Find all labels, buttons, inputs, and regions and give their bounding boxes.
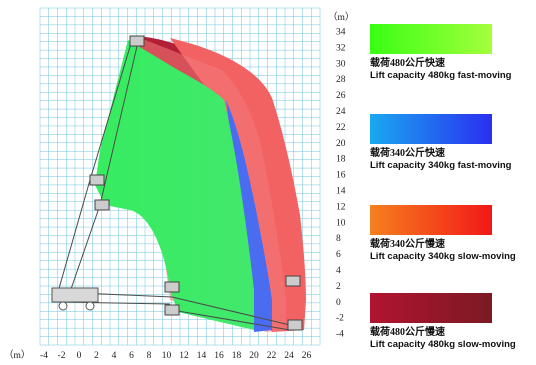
legend-swatch: [370, 205, 492, 235]
y-tick-label: 12: [336, 202, 346, 212]
y-tick-label: -2: [336, 314, 344, 324]
legend-label-en: Lift capacity 480kg fast-moving: [370, 70, 530, 82]
y-tick-label: -4: [336, 330, 344, 340]
x-axis-ticks: -4 -2 0 2 4 6 8 10 12 14 16 18 20 22 24 26: [40, 351, 311, 361]
x-tick-label: 20: [249, 351, 259, 361]
x-tick-label: 0: [77, 351, 82, 361]
y-tick-label: 16: [336, 171, 346, 181]
legend-label-cn: 载荷340公斤慢速: [370, 239, 530, 251]
legend-label-cn: 载荷480公斤快速: [370, 58, 530, 70]
y-tick-label: 6: [336, 250, 341, 260]
legend-item: 载荷480公斤慢速 Lift capacity 480kg slow-moving: [370, 293, 530, 351]
y-tick-label: 26: [336, 91, 346, 101]
y-tick-label: 2: [336, 282, 341, 292]
legend-item: 载荷480公斤快速 Lift capacity 480kg fast-moving: [370, 24, 530, 82]
x-tick-label: -4: [40, 351, 48, 361]
y-tick-label: 22: [336, 123, 346, 133]
x-tick-label: 26: [302, 351, 312, 361]
y-tick-label: 30: [336, 59, 346, 69]
y-tick-label: 0: [336, 298, 341, 308]
y-tick-label: 8: [336, 234, 341, 244]
legend-item: 载荷340公斤快速 Lift capacity 340kg fast-moving: [370, 114, 530, 172]
y-tick-label: 20: [336, 139, 346, 149]
legend-label-en: Lift capacity 480kg slow-moving: [370, 339, 530, 351]
y-tick-label: 32: [336, 43, 346, 53]
y-tick-label: 14: [336, 187, 346, 197]
x-tick-label: 18: [232, 351, 242, 361]
x-tick-label: 6: [129, 351, 134, 361]
x-tick-label: 10: [162, 351, 172, 361]
x-tick-label: 22: [267, 351, 277, 361]
legend-label-cn: 载荷340公斤快速: [370, 148, 530, 160]
legend-swatch: [370, 293, 492, 323]
y-axis-unit: （m）: [328, 11, 354, 23]
x-tick-label: 4: [112, 351, 117, 361]
y-tick-label: 28: [336, 75, 346, 85]
legend-label-en: Lift capacity 340kg slow-moving: [370, 251, 530, 263]
legend-label-en: Lift capacity 340kg fast-moving: [370, 160, 530, 172]
y-tick-label: 34: [336, 28, 346, 38]
x-tick-label: 24: [284, 351, 294, 361]
y-tick-label: 10: [336, 218, 346, 228]
y-tick-label: 4: [336, 266, 341, 276]
y-tick-label: 24: [336, 107, 346, 117]
x-tick-label: 12: [179, 351, 189, 361]
x-tick-label: 16: [214, 351, 224, 361]
x-axis-unit: （m）: [4, 349, 30, 361]
x-tick-label: 14: [197, 351, 207, 361]
x-tick-label: 2: [94, 351, 99, 361]
legend-swatch: [370, 24, 492, 54]
legend-swatch: [370, 114, 492, 144]
x-tick-label: 8: [147, 351, 152, 361]
x-tick-label: -2: [58, 351, 66, 361]
legend-item: 载荷340公斤慢速 Lift capacity 340kg slow-moving: [370, 205, 530, 263]
legend-label-cn: 载荷480公斤慢速: [370, 327, 530, 339]
y-tick-label: 18: [336, 155, 346, 165]
